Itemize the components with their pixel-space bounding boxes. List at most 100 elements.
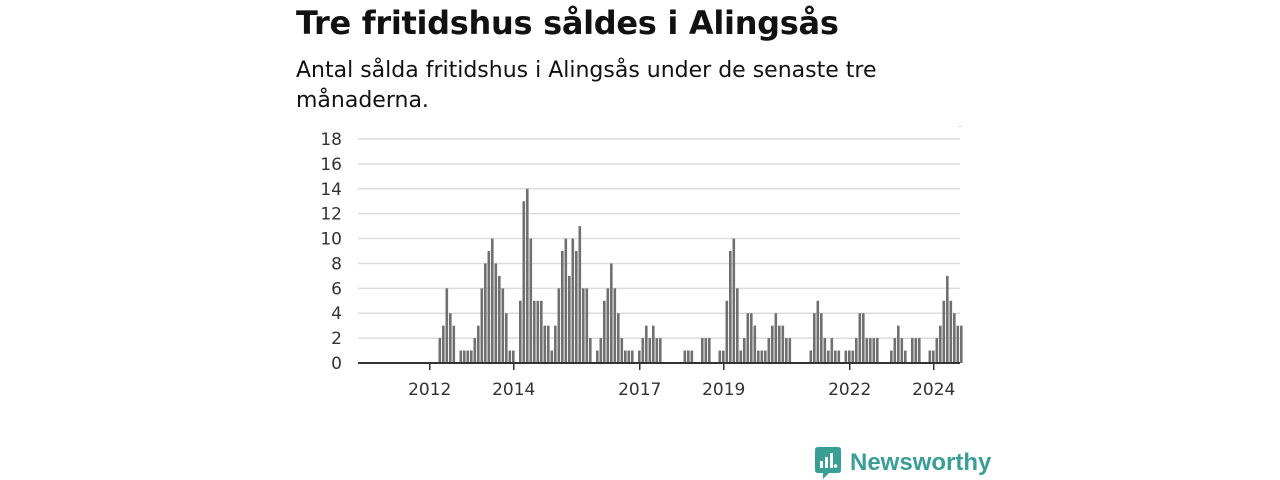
bar bbox=[704, 338, 708, 363]
bar bbox=[480, 288, 484, 363]
x-axis-ticks: 2012 2014 2017 2019 2022 2024 bbox=[408, 363, 955, 400]
newsworthy-brand: Newsworthy bbox=[814, 446, 991, 480]
bar bbox=[568, 275, 571, 363]
bar bbox=[897, 325, 900, 363]
bar bbox=[536, 300, 540, 363]
bar bbox=[774, 313, 778, 363]
bar bbox=[946, 275, 949, 363]
bar bbox=[466, 350, 470, 363]
bar bbox=[596, 350, 599, 363]
bar bbox=[627, 350, 631, 363]
y-tick-label: 6 bbox=[331, 279, 342, 299]
bar bbox=[869, 338, 872, 363]
bar bbox=[554, 325, 557, 363]
y-tick-label: 4 bbox=[331, 304, 342, 324]
bar bbox=[949, 300, 953, 363]
bar bbox=[778, 325, 781, 363]
brand-name: Newsworthy bbox=[850, 449, 992, 476]
bar bbox=[561, 251, 564, 363]
bar bbox=[505, 313, 508, 363]
bar bbox=[858, 313, 862, 363]
bar bbox=[750, 313, 753, 363]
bar bbox=[498, 275, 501, 363]
bar bbox=[900, 338, 904, 363]
bar bbox=[603, 300, 606, 363]
bar bbox=[767, 338, 771, 363]
bar bbox=[645, 325, 648, 363]
y-axis-labels: 0 2 4 6 8 10 12 14 16 18 bbox=[320, 130, 342, 374]
bar bbox=[557, 288, 561, 363]
bar bbox=[918, 338, 921, 363]
bar bbox=[687, 350, 690, 363]
bar bbox=[718, 350, 722, 363]
bar bbox=[862, 313, 865, 363]
bar bbox=[529, 238, 533, 363]
bar bbox=[743, 338, 746, 363]
bar bbox=[757, 350, 760, 363]
chart-title: Tre fritidshus såldes i Alingsås bbox=[296, 4, 839, 42]
bar bbox=[638, 350, 641, 363]
bar bbox=[540, 300, 543, 363]
bar bbox=[617, 313, 620, 363]
chart-subtitle: Antal sålda fritidshus i Alingsås under … bbox=[296, 58, 877, 113]
x-tick-label: 2019 bbox=[702, 380, 745, 400]
bar bbox=[655, 338, 659, 363]
y-tick-label: 16 bbox=[320, 155, 342, 175]
bar bbox=[935, 338, 939, 363]
bar bbox=[470, 350, 473, 363]
bar bbox=[582, 288, 585, 363]
bar bbox=[788, 338, 792, 363]
bar bbox=[834, 350, 837, 363]
bar bbox=[708, 338, 711, 363]
bar bbox=[739, 350, 743, 363]
bar bbox=[484, 263, 487, 363]
bar bbox=[652, 325, 655, 363]
bar bbox=[459, 350, 463, 363]
bar bbox=[526, 188, 529, 363]
bar bbox=[732, 238, 736, 363]
bar bbox=[659, 338, 662, 363]
bar bbox=[928, 350, 932, 363]
y-tick-label: 10 bbox=[320, 230, 342, 250]
bar bbox=[722, 350, 725, 363]
bar bbox=[760, 350, 764, 363]
bar bbox=[781, 325, 785, 363]
x-tick-label: 2022 bbox=[828, 380, 871, 400]
bar bbox=[613, 288, 617, 363]
y-tick-label: 12 bbox=[320, 205, 342, 225]
bar bbox=[911, 338, 914, 363]
bar bbox=[890, 350, 893, 363]
bar bbox=[690, 350, 694, 363]
bar bbox=[438, 338, 442, 363]
bar bbox=[564, 238, 568, 363]
bars bbox=[438, 188, 963, 363]
bar bbox=[491, 238, 494, 363]
bar bbox=[827, 350, 830, 363]
bar bbox=[753, 325, 757, 363]
bar bbox=[956, 325, 960, 363]
bar bbox=[550, 350, 554, 363]
bar bbox=[477, 325, 480, 363]
bar bbox=[729, 251, 732, 363]
bar bbox=[893, 338, 897, 363]
bar bbox=[641, 338, 645, 363]
bar bbox=[764, 350, 767, 363]
bar bbox=[785, 338, 788, 363]
bar bbox=[876, 338, 879, 363]
bar bbox=[501, 288, 505, 363]
bar bbox=[487, 251, 491, 363]
bar bbox=[452, 325, 456, 363]
bar bbox=[848, 350, 851, 363]
bar bbox=[771, 325, 774, 363]
x-tick-label: 2017 bbox=[618, 380, 661, 400]
bar bbox=[960, 325, 963, 363]
y-tick-label: 18 bbox=[320, 130, 342, 150]
bar bbox=[610, 263, 613, 363]
y-tick-label: 8 bbox=[331, 254, 342, 274]
bar bbox=[463, 350, 466, 363]
bar bbox=[809, 350, 813, 363]
bar bbox=[813, 313, 816, 363]
bar bbox=[823, 338, 827, 363]
bar bbox=[872, 338, 876, 363]
bar bbox=[522, 201, 526, 363]
